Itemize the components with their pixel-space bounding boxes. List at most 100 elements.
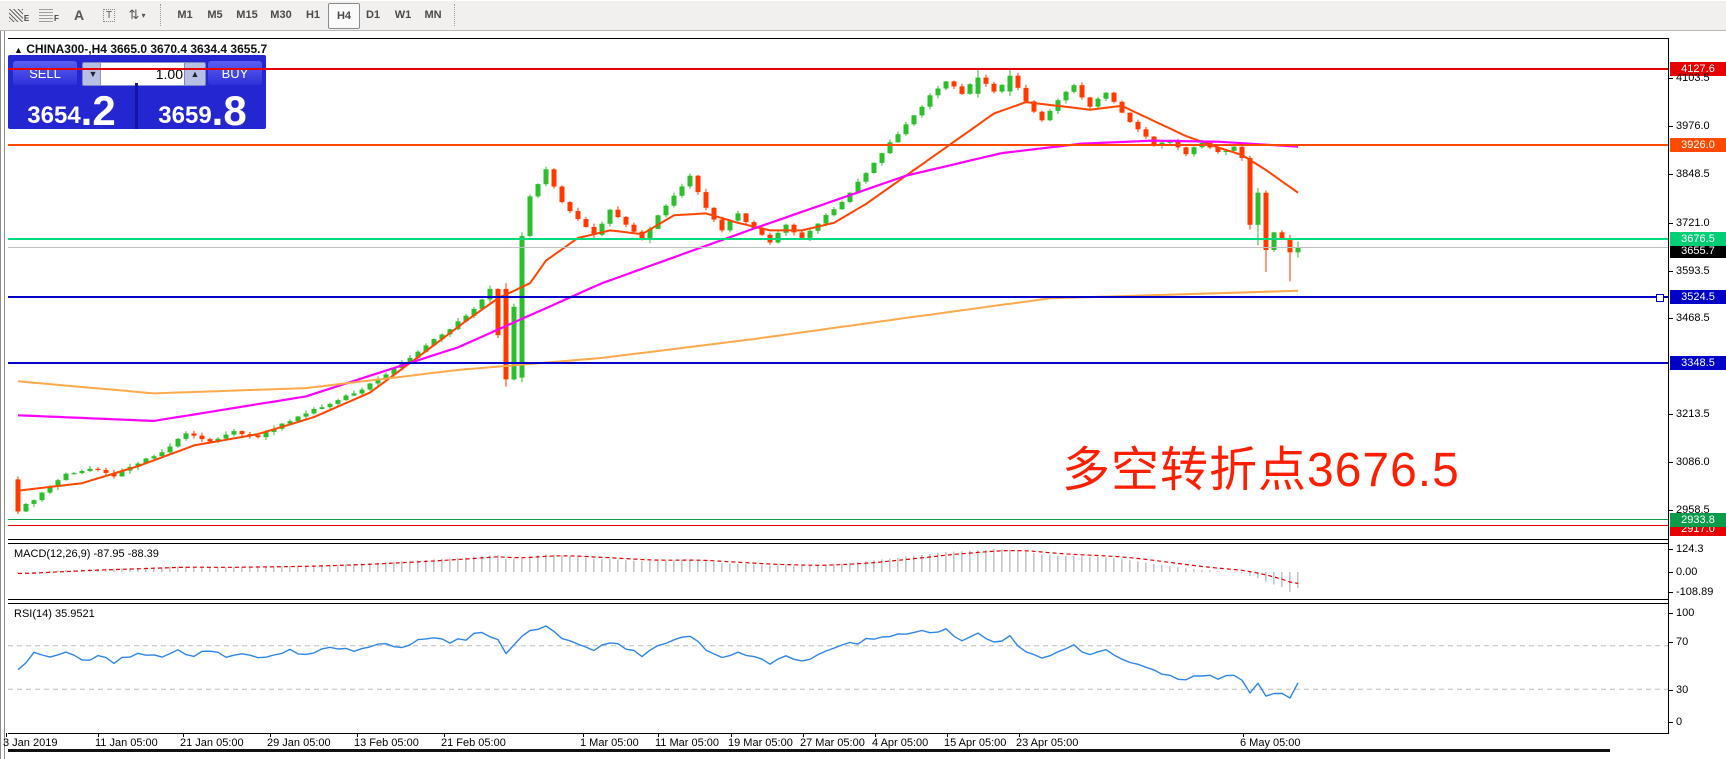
price-badge-4127.6: 4127.6 (1670, 62, 1726, 77)
price-tick-dash (1668, 510, 1673, 512)
timeframe-button-m5[interactable]: M5 (207, 9, 223, 21)
price-tick-label: 3593.5 (1676, 264, 1710, 277)
time-label: 6 May 05:00 (1240, 737, 1301, 749)
time-label: 4 Apr 05:00 (872, 737, 929, 749)
price-tick-label: 3213.5 (1676, 407, 1710, 420)
price-tick-dash (1668, 174, 1673, 176)
buy-price-display[interactable]: 3659.8 (139, 85, 266, 132)
rsi-panel-top[interactable] (8, 603, 1668, 604)
level-line-3926.0[interactable] (8, 144, 1668, 147)
time-tick (1019, 733, 1020, 737)
timeframe-button-mn[interactable]: MN (424, 9, 442, 21)
timeframe-button-m30[interactable]: M30 (270, 9, 292, 21)
level-line-3348.5[interactable] (8, 362, 1668, 364)
indicator-tick-label: 70 (1676, 636, 1689, 648)
expert-hatch-icon[interactable]: E (6, 3, 32, 27)
toolbar: E F A T ⇅ ▾ M1 M5 M15 M30 H1 H4 D1 W1 MN (0, 0, 1726, 31)
indicator-tick-dash (1668, 572, 1673, 573)
ma-fast-line (17, 101, 1299, 492)
indicator-tick-dash (1668, 690, 1673, 691)
sell-price-main: 3654 (27, 102, 81, 129)
time-tick (444, 733, 445, 737)
time-label: 3 Jan 2019 (3, 737, 58, 749)
price-tick-label: 3468.5 (1676, 311, 1710, 324)
level-line-4127.6[interactable] (8, 68, 1668, 71)
a-glyph: A (73, 7, 85, 23)
sell-button[interactable]: SELL (13, 61, 77, 85)
price-tick-dash (1668, 126, 1673, 128)
main-chart-canvas[interactable] (8, 38, 1668, 539)
time-label: 11 Jan 05:00 (95, 737, 158, 749)
time-label: 27 Mar 05:00 (800, 737, 865, 749)
caret-down-icon: ▾ (141, 10, 146, 20)
price-tick-label: 3721.0 (1676, 216, 1710, 229)
timeframe-button-w1[interactable]: W1 (394, 9, 412, 21)
price-tick-dash (1668, 78, 1673, 80)
symbol-marker-icon: ▲ (14, 45, 23, 55)
chart-frame-right (1668, 38, 1669, 734)
ma-mid-line (17, 139, 1299, 422)
macd-panel-bottom (8, 599, 1668, 600)
level-handle-3524.5[interactable] (1656, 293, 1664, 302)
text-box-icon[interactable]: T (96, 3, 122, 27)
time-tick (875, 733, 876, 737)
timeframe-button-m15[interactable]: M15 (236, 9, 258, 21)
time-label: 1 Mar 05:00 (580, 737, 639, 749)
macd-panel-canvas[interactable] (8, 543, 1668, 599)
macd-panel-top[interactable] (8, 543, 1668, 544)
time-tick (803, 733, 804, 737)
price-tick-dash (1668, 270, 1673, 272)
time-label: 11 Mar 05:00 (655, 737, 720, 749)
sell-price-display[interactable]: 3654.2 (8, 85, 135, 132)
level-line-3524.5[interactable] (8, 295, 1668, 298)
level-line-3676.5[interactable] (8, 238, 1668, 241)
rsi-label: RSI(14) 35.9521 (14, 608, 95, 620)
time-tick (98, 733, 99, 737)
rsi-panel-canvas[interactable] (8, 603, 1668, 733)
timeframe-button-h1[interactable]: H1 (305, 9, 321, 21)
indicator-tick-label: -108.89 (1676, 586, 1714, 598)
time-tick (6, 733, 7, 737)
price-tick-label: 3976.0 (1676, 120, 1710, 133)
indicator-grid-icon[interactable]: F (36, 3, 62, 27)
indicator-tick-label: 124.3 (1676, 543, 1704, 555)
chart-title: ▲ CHINA300-,H4 3665.0 3670.4 3634.4 3655… (14, 42, 267, 56)
macd-label: MACD(12,26,9) -87.95 -88.39 (14, 548, 159, 560)
text-label-icon[interactable]: A (66, 3, 92, 27)
time-tick (583, 733, 584, 737)
grid-sub: F (54, 14, 59, 23)
buy-button[interactable]: BUY (208, 61, 262, 85)
timeframe-button-h4[interactable]: H4 (328, 3, 360, 29)
price-badge-2933.8: 2933.8 (1670, 512, 1726, 527)
symbol-period: CHINA300-,H4 (26, 42, 107, 56)
time-tick (658, 733, 659, 737)
volume-input[interactable]: 1.00 (100, 62, 188, 86)
ma-slow-line (17, 289, 1299, 395)
horizontal-scrollbar[interactable] (8, 749, 1610, 752)
price-tick-label: 3848.5 (1676, 168, 1710, 181)
price-tick-label: 3086.0 (1676, 456, 1710, 468)
indicator-tick-dash (1668, 722, 1673, 723)
buy-price-main: 3659 (158, 102, 212, 129)
hatch-glyph (8, 8, 23, 22)
indicator-tick-dash (1668, 592, 1673, 593)
rsi-line (17, 625, 1299, 699)
sort-arrows-icon[interactable]: ⇅ ▾ (124, 3, 150, 27)
macd-signal-line (17, 550, 1299, 584)
arrows-glyph: ⇅ (128, 7, 140, 22)
timeframe-button-m1[interactable]: M1 (177, 9, 193, 21)
timeframe-button-d1[interactable]: D1 (365, 9, 381, 21)
indicator-tick-label: 100 (1676, 607, 1695, 619)
level-line-2917.0[interactable] (8, 525, 1668, 527)
indicator-tick-dash (1668, 549, 1673, 550)
volume-increase-button[interactable]: ▲ (184, 62, 206, 86)
chart-annotation-text[interactable]: 多空转折点3676.5 (1062, 444, 1460, 497)
time-label: 13 Feb 05:00 (354, 737, 419, 749)
time-label: 15 Apr 05:00 (944, 737, 1007, 749)
level-line-2933.8[interactable] (8, 519, 1668, 520)
window-left-border (0, 31, 1, 759)
time-label: 19 Mar 05:00 (728, 737, 793, 749)
volume-decrease-button[interactable]: ▼ (82, 62, 104, 86)
time-tick (183, 733, 184, 737)
